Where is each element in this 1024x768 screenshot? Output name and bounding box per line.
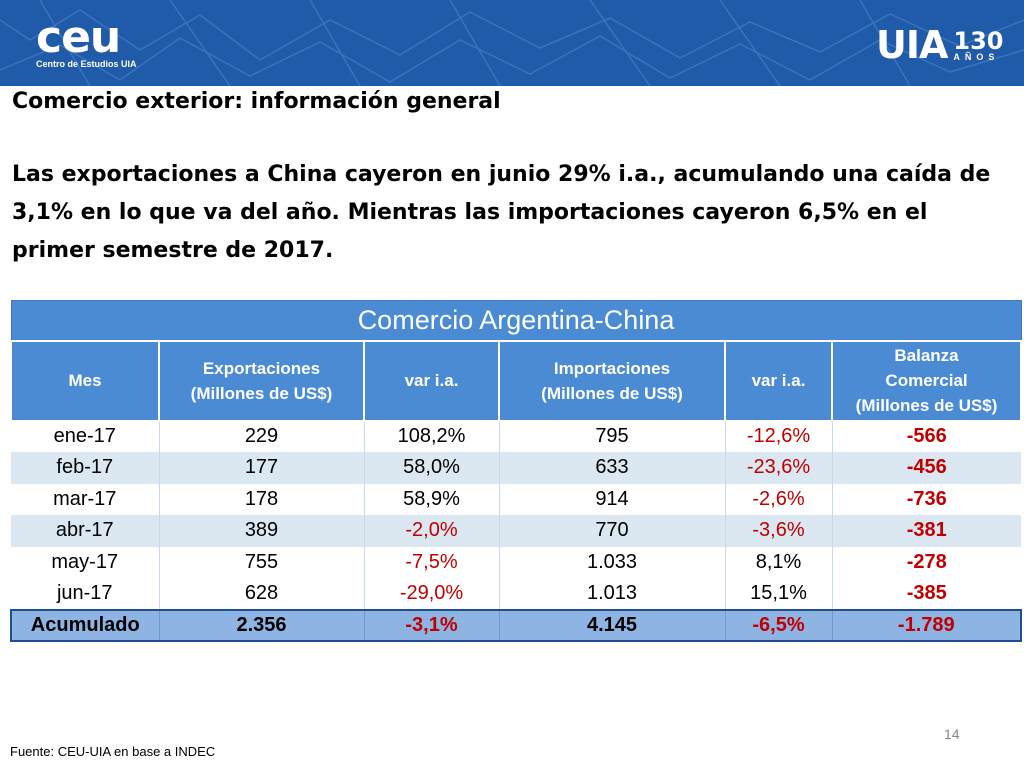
cell-importaciones: 1.013 <box>499 578 726 610</box>
cell-importaciones: 914 <box>499 483 726 515</box>
cell-exportaciones: 389 <box>159 515 365 547</box>
page-number: 14 <box>944 726 960 742</box>
cell-var-importaciones: 15,1% <box>725 578 833 610</box>
table-row: ene-17 229 108,2% 795 -12,6% -566 <box>11 420 1022 452</box>
cell-var-importaciones: -12,6% <box>725 420 833 452</box>
cell-exportaciones: 229 <box>159 420 365 452</box>
cell-balanza: -385 <box>832 578 1022 610</box>
ceu-logo: ceu Centro de Estudios UIA <box>36 12 137 70</box>
cell-balanza: -566 <box>832 420 1022 452</box>
cell-importaciones: 633 <box>499 452 726 484</box>
uia-anniversary: 130 AÑOS <box>953 29 1003 62</box>
cell-balanza: -736 <box>832 483 1022 515</box>
total-importaciones: 4.145 <box>499 608 726 642</box>
cell-mes: mar-17 <box>11 483 160 515</box>
total-mes: Acumulado <box>10 608 160 642</box>
uia-130-logo: UIA 130 AÑOS <box>876 22 1004 68</box>
cell-mes: may-17 <box>11 546 160 578</box>
trade-table: Comercio Argentina-China Mes Exportacion… <box>10 300 1023 642</box>
table-total-row: Acumulado 2.356 -3,1% 4.145 -6,5% -1.789 <box>10 608 1023 642</box>
header-balanza: Balanza Comercial (Millones de US$) <box>830 339 1023 422</box>
cell-var-importaciones: -3,6% <box>725 515 833 547</box>
cell-var-importaciones: -23,6% <box>725 452 833 484</box>
header-balanza-line1: Balanza <box>894 346 959 365</box>
cell-balanza: -456 <box>832 452 1022 484</box>
total-var-exportaciones: -3,1% <box>364 608 500 642</box>
table-header-row: Mes Exportaciones (Millones de US$) var … <box>10 339 1023 422</box>
banner-pattern <box>0 0 1024 86</box>
ceu-logo-word: ceu <box>36 12 121 63</box>
cell-mes: feb-17 <box>11 452 160 484</box>
ceu-logo-subtitle: Centro de Estudios UIA <box>36 59 137 69</box>
cell-importaciones: 1.033 <box>499 546 726 578</box>
cell-importaciones: 795 <box>499 420 726 452</box>
table-title: Comercio Argentina-China <box>10 300 1022 341</box>
cell-exportaciones: 628 <box>159 578 365 610</box>
table-row: jun-17 628 -29,0% 1.013 15,1% -385 <box>11 578 1022 610</box>
cell-var-exportaciones: 58,9% <box>364 483 500 515</box>
cell-mes: jun-17 <box>11 578 160 610</box>
total-var-importaciones: -6,5% <box>725 608 833 642</box>
header-importaciones-line1: Importaciones <box>553 358 671 378</box>
cell-balanza: -278 <box>832 546 1022 578</box>
total-exportaciones: 2.356 <box>159 608 365 642</box>
summary-text: Las exportaciones a China cayeron en jun… <box>12 162 991 263</box>
header-var-importaciones: var i.a. <box>724 339 833 422</box>
cell-var-exportaciones: 58,0% <box>364 452 500 484</box>
cell-exportaciones: 178 <box>159 483 365 515</box>
cell-var-exportaciones: -29,0% <box>364 578 500 610</box>
header-exportaciones: Exportaciones (Millones de US$) <box>158 339 365 422</box>
cell-mes: ene-17 <box>11 420 160 452</box>
uia-logo-word: UIA <box>876 23 948 67</box>
header-importaciones-line2: (Millones de US$) <box>541 383 683 403</box>
table-row: abr-17 389 -2,0% 770 -3,6% -381 <box>11 515 1022 547</box>
header-var-exportaciones: var i.a. <box>363 339 500 422</box>
cell-var-exportaciones: -2,0% <box>364 515 500 547</box>
header-banner: ceu Centro de Estudios UIA UIA 130 AÑOS <box>0 0 1024 86</box>
cell-var-importaciones: -2,6% <box>725 483 833 515</box>
table-row: feb-17 177 58,0% 633 -23,6% -456 <box>11 452 1022 484</box>
header-exportaciones-line1: Exportaciones <box>202 358 321 378</box>
table-row: may-17 755 -7,5% 1.033 8,1% -278 <box>11 546 1022 578</box>
header-exportaciones-line2: (Millones de US$) <box>190 383 333 403</box>
cell-var-exportaciones: 108,2% <box>364 420 500 452</box>
slide-title: Comercio exterior: información general <box>12 89 501 114</box>
uia-anniversary-number: 130 <box>953 26 1004 55</box>
cell-importaciones: 770 <box>499 515 726 547</box>
total-balanza: -1.789 <box>832 608 1023 642</box>
cell-var-importaciones: 8,1% <box>725 546 833 578</box>
cell-mes: abr-17 <box>11 515 160 547</box>
cell-var-exportaciones: -7,5% <box>364 546 500 578</box>
uia-anniversary-label: AÑOS <box>953 51 1000 62</box>
source-note: Fuente: CEU-UIA en base a INDEC <box>10 744 216 759</box>
header-balanza-line2: Comercial <box>885 371 968 390</box>
cell-balanza: -381 <box>832 515 1022 547</box>
header-balanza-line3: (Millones de US$) <box>855 396 998 415</box>
header-importaciones: Importaciones (Millones de US$) <box>498 339 726 422</box>
cell-exportaciones: 177 <box>159 452 365 484</box>
table-title-row: Comercio Argentina-China <box>10 300 1022 341</box>
header-mes: Mes <box>10 339 160 422</box>
cell-exportaciones: 755 <box>159 546 365 578</box>
table-row: mar-17 178 58,9% 914 -2,6% -736 <box>11 483 1022 515</box>
